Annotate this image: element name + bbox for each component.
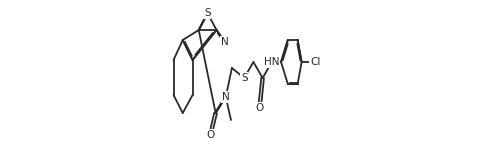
Text: S: S xyxy=(241,73,247,83)
Text: O: O xyxy=(255,103,263,113)
Text: N: N xyxy=(221,92,229,102)
Text: HN: HN xyxy=(264,57,279,67)
Text: Cl: Cl xyxy=(309,57,320,67)
Text: N: N xyxy=(221,37,228,47)
Text: S: S xyxy=(204,8,210,18)
Text: O: O xyxy=(206,130,214,140)
